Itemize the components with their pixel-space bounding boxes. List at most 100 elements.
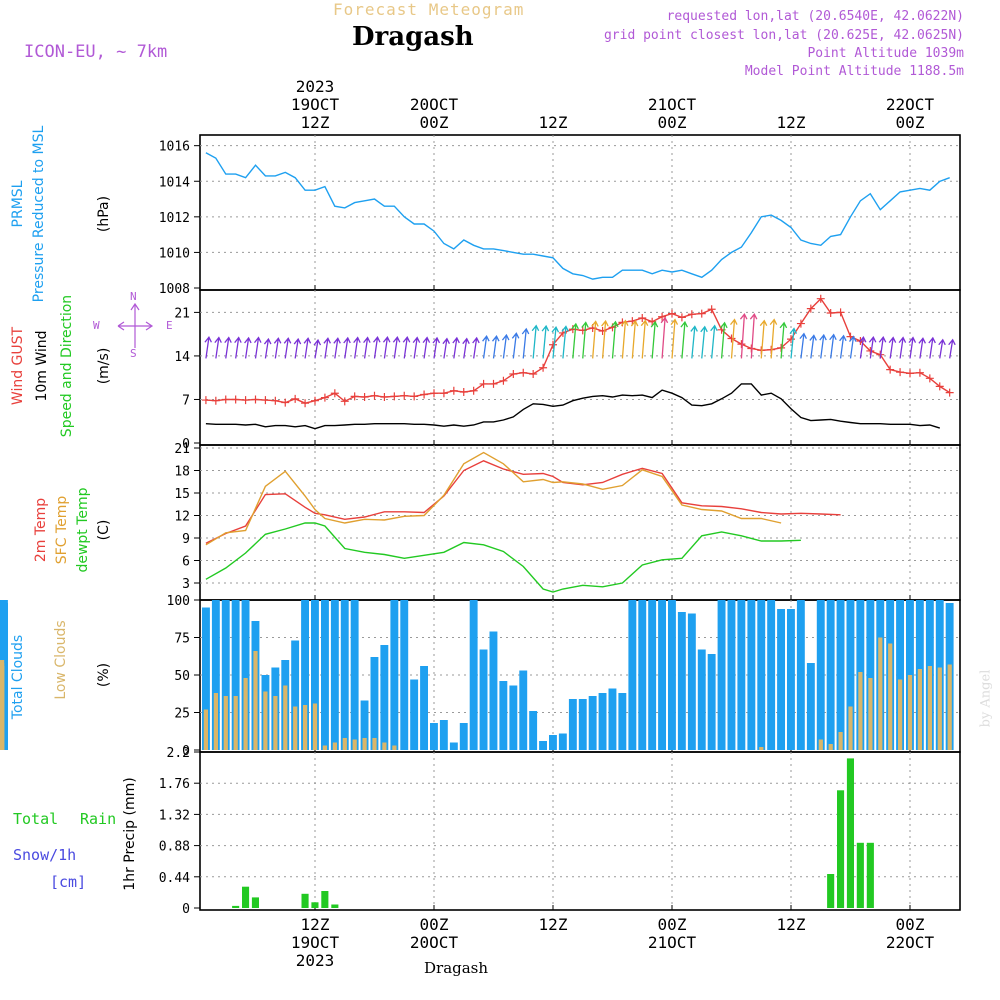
temp-ytick-label: 9 [182,532,190,547]
wind-arrow [789,327,798,359]
total-cloud-bar [529,711,538,750]
clouds-panel: 0 25 50 75 100 [0,594,961,759]
total-cloud-bar [539,741,547,750]
total-cloud-bar [360,700,369,750]
temp-series-line [205,451,782,546]
gust-marker [677,313,686,322]
total-cloud-bar [489,631,498,750]
low-cloud-bar [372,738,377,750]
point-altitude: Point Altitude 1039m [807,46,964,61]
temp-label-dewpt: dewpt Temp [75,487,91,573]
low-cloud-bar [392,745,397,750]
wind-arrow [591,320,599,359]
wind-arrow [868,336,877,359]
total-cloud-bar [836,600,845,750]
total-cloud-bar [628,600,637,750]
low-cloud-bar [858,672,863,750]
compass-w: W [93,319,100,332]
wind-arrow [501,333,510,359]
gust-marker [340,397,349,406]
total-cloud-bar [767,600,776,750]
pressure-ytick-label: 1010 [159,246,190,261]
total-cloud-bar [747,600,756,750]
total-cloud-bar [608,688,617,750]
wind-label-gust: Wind GUST [10,326,26,406]
precip-bar [866,842,874,908]
low-cloud-bar [342,738,347,750]
total-cloud-bar [449,742,458,750]
gust-marker [330,389,339,398]
pressure-label-prmsl: PRMSL [10,180,26,228]
low-cloud-bar [382,742,387,750]
low-cloud-bar [917,669,922,750]
precip-bar [311,902,319,908]
pressure-ytick-label: 1008 [159,282,190,297]
pressure-ytick-label: 1012 [159,211,190,226]
total-cloud-bar [509,685,518,750]
total-cloud-bar [846,600,855,750]
low-cloud-bar [233,696,238,750]
gust-marker [836,308,845,317]
top-time-axis-label: 12Z [539,113,568,132]
gust-marker [539,363,548,372]
gust-marker [796,319,805,328]
total-cloud-bar [727,600,736,750]
total-cloud-bar [202,607,210,750]
wind-arrow [422,336,431,359]
total-cloud-bar [578,699,587,750]
bottom-time-axis-label: 21OCT [648,933,697,952]
gust-marker [687,310,696,319]
gust-marker [281,398,290,407]
gust-marker [906,369,914,378]
bottom-time-axis-label: 22OCT [886,933,935,952]
wind-arrow [372,336,381,359]
precip-ytick-label: 0.44 [159,871,190,886]
temp-ytick-label: 15 [174,487,190,502]
pressure-panel: 1008 1010 1012 1014 1016 [159,134,961,297]
precip-frame [199,751,961,911]
wind-ytick-label: 7 [182,393,190,408]
wind-arrow [551,325,560,359]
wind-arrow [829,333,837,359]
model-label: ICON-EU, ~ 7km [24,42,168,62]
wind-arrow [511,332,520,359]
wind-arrow [293,337,302,359]
low-cloud-bar [848,706,853,750]
gust-marker [430,389,438,398]
total-cloud-bar [677,612,686,750]
wind-arrow [491,334,500,359]
wind-arrow [214,336,222,359]
top-title: Forecast Meteogram [333,0,525,19]
location-title: Dragash [352,22,474,52]
gust-marker [658,312,667,321]
total-cloud-bar [796,600,805,750]
gust-marker [866,346,875,355]
low-cloud-bar [332,742,337,750]
total-cloud-bar [826,600,835,750]
precip-label-snow: Snow/1h [13,846,77,864]
low-cloud-bar [888,643,893,750]
gridpoint-coords: grid point closest lon,lat (20.625E, 42.… [603,28,964,43]
wind-arrow [700,325,708,359]
temp-ytick-label: 21 [174,442,190,457]
precip-label-rain: Rain [80,810,117,828]
precip-bar [837,790,845,908]
total-cloud-bar [717,600,726,750]
wind-arrow [848,335,857,359]
total-cloud-bar [648,600,657,750]
temp-label-2m: 2m Temp [33,497,49,563]
clouds-label-total: Total Clouds [10,634,26,720]
precip-bar [827,874,835,908]
gust-marker [400,391,409,400]
wind-arrow [680,320,688,359]
wind-series-line [205,297,951,404]
precip-bar [856,842,864,908]
total-cloud-bar [697,649,706,750]
compass-e: E [166,319,173,332]
gust-marker [816,294,825,303]
wind-arrow [224,336,232,359]
temp-unit: (C) [96,519,112,541]
precip-bar [242,886,250,908]
wind-arrow [759,319,768,359]
